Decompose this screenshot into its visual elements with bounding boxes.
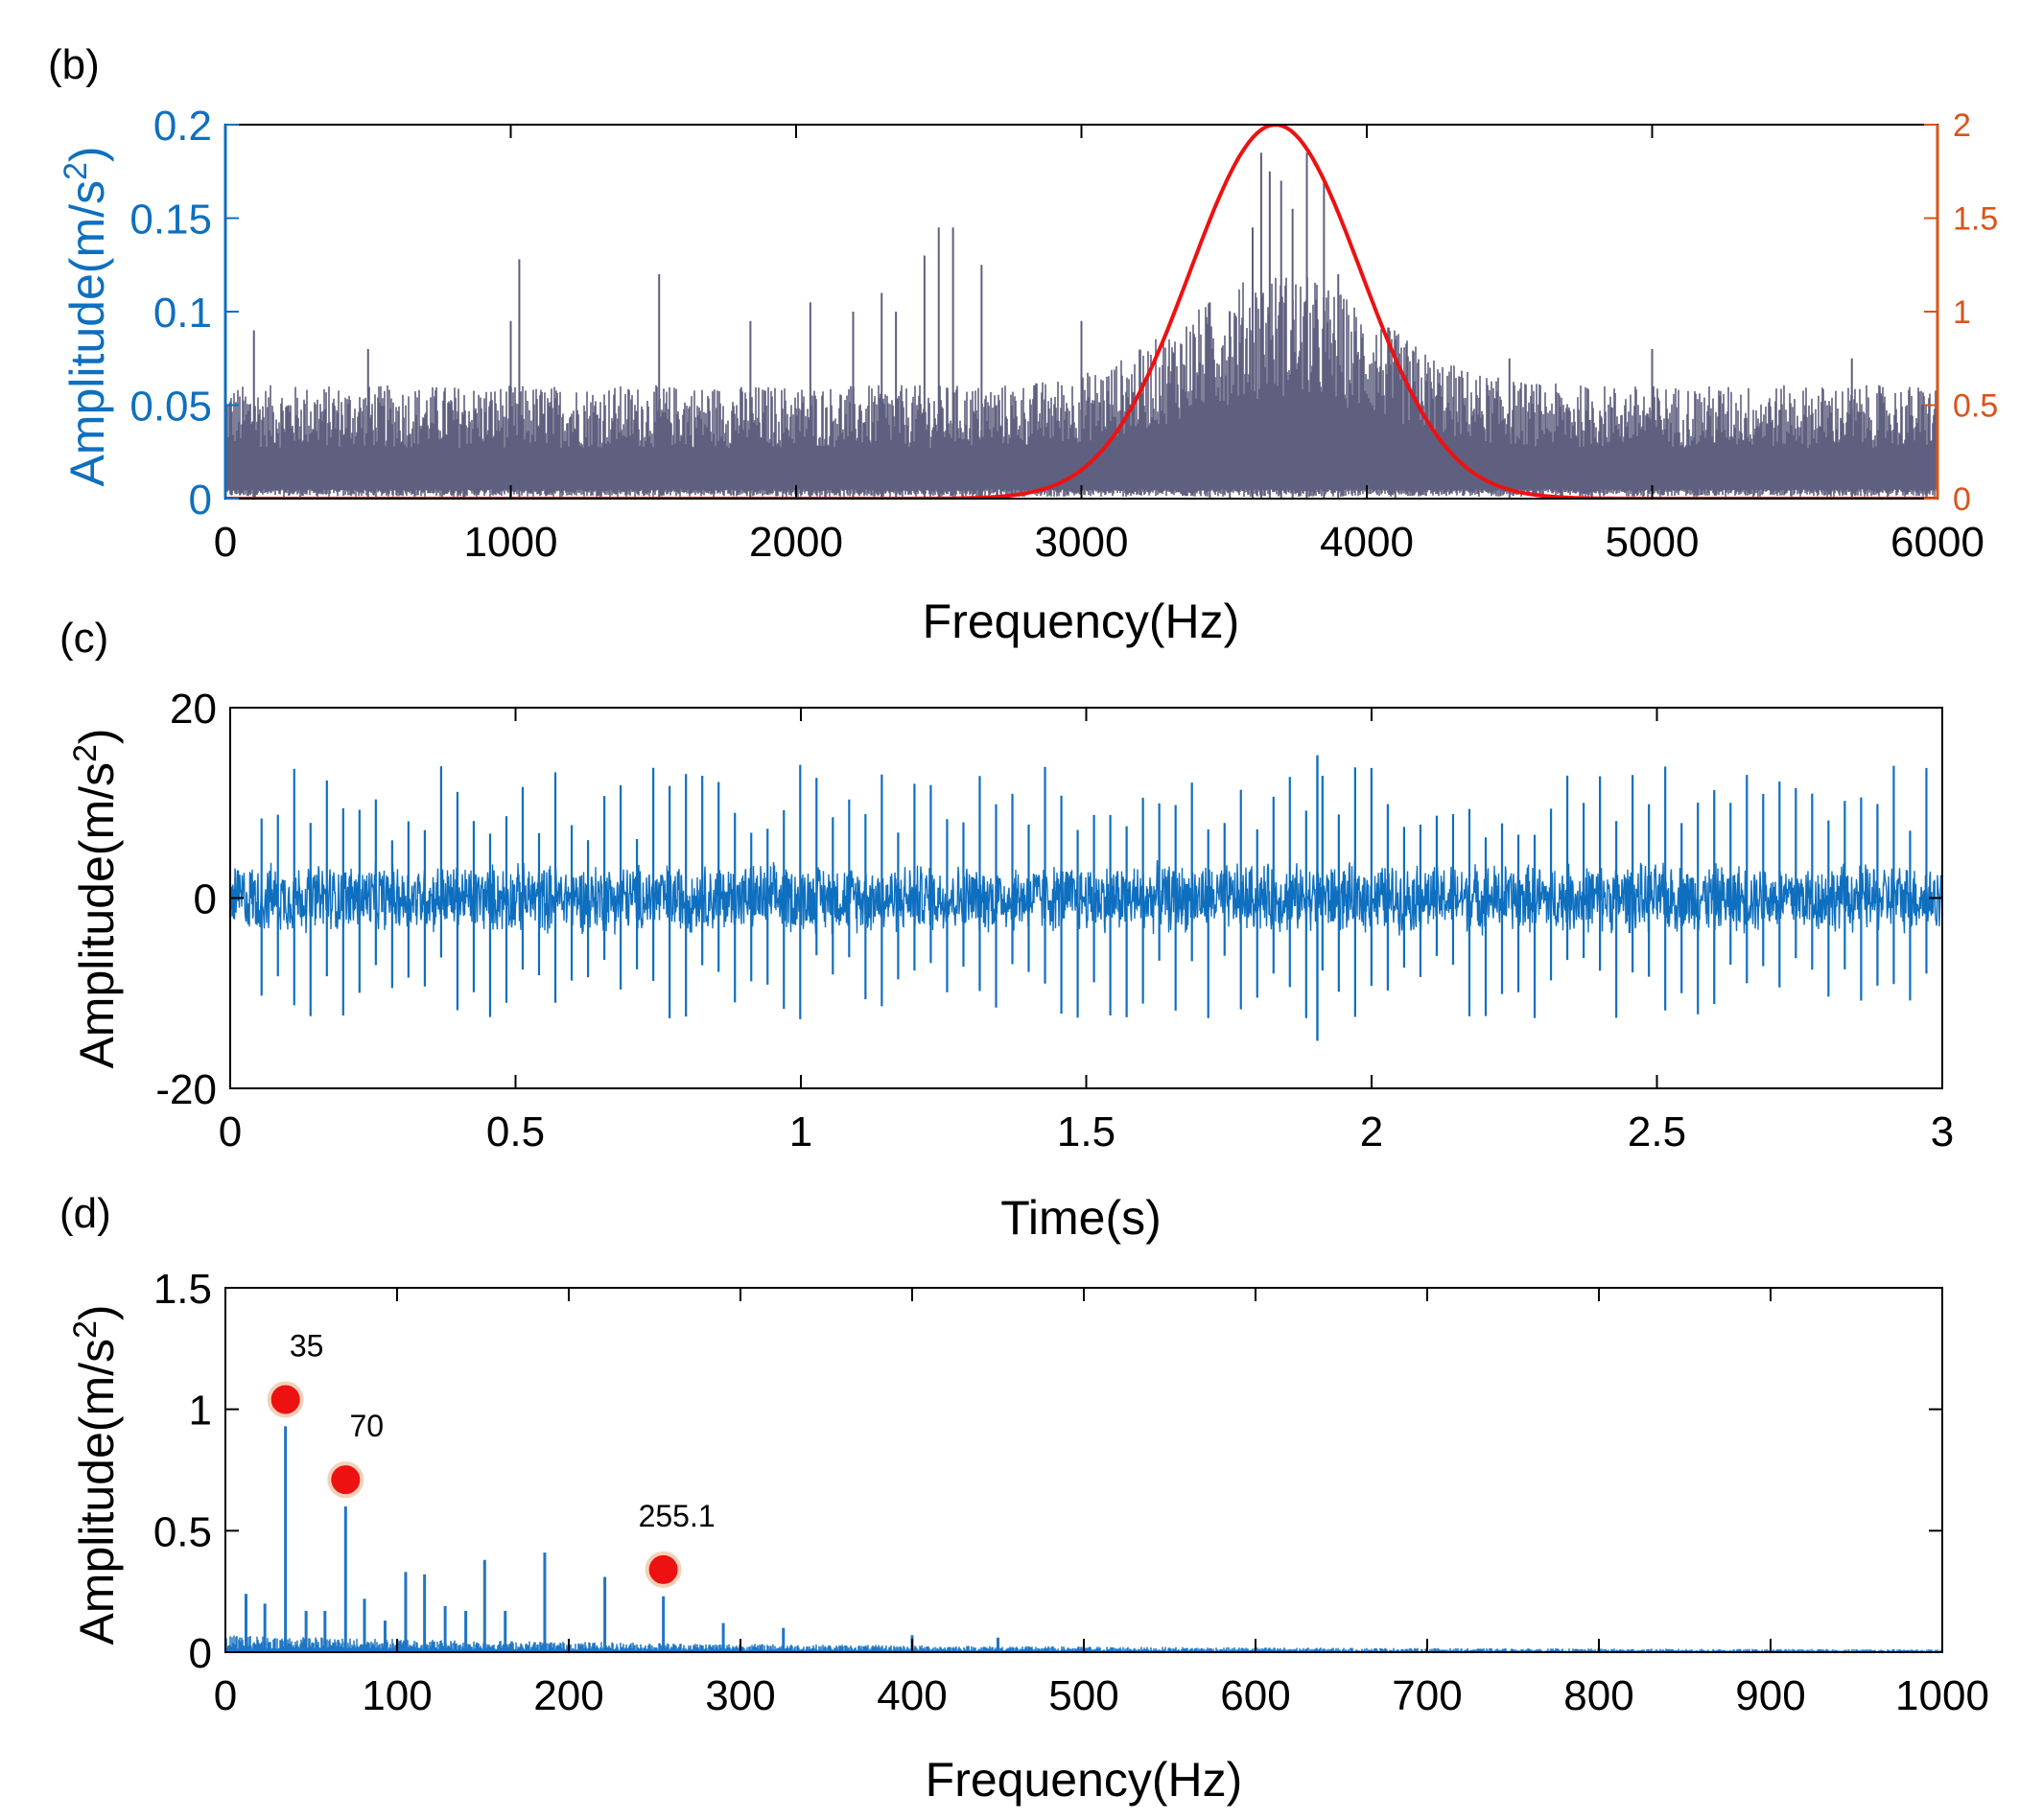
x-tick-label: 1.5 (1057, 1108, 1115, 1155)
panel-d-label: (d) (59, 1190, 111, 1237)
x-tick-label: 0 (219, 1108, 242, 1155)
x-tick-label: 0.5 (486, 1108, 545, 1155)
panel-c-plot-area (230, 755, 1942, 1041)
x-tick-label: 0 (214, 1672, 237, 1719)
panel-d-plot-area (225, 1426, 1942, 1652)
y-tick-label: 0.1 (153, 290, 212, 337)
panel-b-x-ticks: 0 1000 2000 3000 4000 5000 6000 (214, 125, 1984, 566)
panel-b-y-label: Amplitude(m/s2) (58, 146, 114, 486)
x-tick-label: 2 (1360, 1108, 1383, 1155)
peak-annotation-label: 255.1 (639, 1499, 716, 1533)
x-tick-label: 2000 (749, 519, 843, 566)
peak-marker (267, 1381, 304, 1418)
x-tick-label: 6000 (1890, 519, 1984, 566)
x-tick-label: 1000 (464, 519, 558, 566)
x-tick-label: 3000 (1035, 519, 1129, 566)
y-tick-label: -20 (155, 1066, 217, 1113)
y-tick-right-label: 2 (1953, 107, 1971, 144)
panel-d-y-label: Amplitude(m/s2) (67, 1304, 124, 1645)
x-tick-label: 200 (533, 1672, 603, 1719)
panel-c-y-label: Amplitude(m/s2) (67, 728, 124, 1068)
y-tick-label: 0.15 (129, 197, 212, 244)
x-tick-label: 600 (1220, 1672, 1290, 1719)
x-tick-label: 2.5 (1628, 1108, 1686, 1155)
filter-curve (225, 125, 1937, 499)
panel-c-label: (c) (59, 615, 108, 662)
panel-b-plot-area (225, 125, 1937, 499)
y-tick-label: 0 (189, 477, 212, 524)
x-tick-label: 700 (1392, 1672, 1462, 1719)
y-tick-label: 0.2 (153, 103, 212, 150)
y-tick-label: 0 (189, 1630, 212, 1677)
x-tick-label: 400 (877, 1672, 947, 1719)
y-tick-label: 1.5 (153, 1266, 212, 1313)
panel-b: (b) 0 1000 2000 3000 4000 5000 6000 0 0.05 0.1 0.… (48, 41, 1998, 648)
y-tick-right-label: 1.5 (1953, 201, 1998, 238)
y-tick-right-label: 0.5 (1953, 388, 1998, 425)
x-tick-label: 100 (362, 1672, 432, 1719)
y-tick-label: 20 (170, 686, 217, 733)
y-tick-label: 0.5 (153, 1508, 212, 1555)
panel-b-label: (b) (48, 41, 100, 88)
vibration-signal (230, 860, 1942, 936)
panel-b-x-label: Frequency(Hz) (923, 595, 1240, 648)
peak-annotation-label: 70 (350, 1409, 385, 1443)
peak-annotation-label: 35 (290, 1329, 324, 1364)
panel-c-x-ticks: 0 0.5 1 1.5 2 2.5 3 (219, 708, 1954, 1155)
panel-d-x-ticks: 0 100 200 300 400 500 600 700 800 900 1000 (214, 1288, 1989, 1719)
x-tick-label: 300 (705, 1672, 775, 1719)
panel-b-y-ticks-right: 0 0.5 1 1.5 2 (1924, 107, 1998, 518)
x-tick-label: 3 (1931, 1108, 1954, 1155)
x-tick-label: 900 (1735, 1672, 1805, 1719)
y-tick-label: 1 (189, 1388, 212, 1435)
panel-d: (d) 0 100 200 300 400 500 600 700 800 900 1000 0 0.… (59, 1190, 1989, 1807)
x-tick-label: 5000 (1606, 519, 1700, 566)
x-tick-label: 1000 (1895, 1672, 1989, 1719)
y-tick-label: 0.05 (129, 384, 212, 431)
x-tick-label: 800 (1563, 1672, 1633, 1719)
x-tick-label: 500 (1048, 1672, 1118, 1719)
peak-marker (645, 1551, 682, 1588)
panel-d-y-ticks: 0 0.5 1 1.5 (153, 1266, 1942, 1677)
x-tick-label: 1 (789, 1108, 812, 1155)
panel-c-y-ticks: -20 0 20 (155, 686, 1942, 1113)
peak-marker (327, 1461, 364, 1499)
spectrum-series (225, 277, 1937, 497)
y-tick-right-label: 0 (1953, 481, 1971, 518)
y-tick-label: 0 (194, 876, 217, 923)
panel-d-axes-box (224, 1287, 1943, 1653)
panel-b-y-ticks: 0 0.05 0.1 0.15 0.2 (129, 103, 239, 524)
panel-d-x-label: Frequency(Hz) (926, 1753, 1243, 1807)
y-tick-right-label: 1 (1953, 294, 1971, 331)
x-tick-label: 4000 (1320, 519, 1414, 566)
x-tick-label: 0 (214, 519, 237, 566)
panel-d-annotations: 35 70 255.1 (267, 1329, 716, 1588)
panel-c-x-label: Time(s) (1000, 1191, 1162, 1245)
